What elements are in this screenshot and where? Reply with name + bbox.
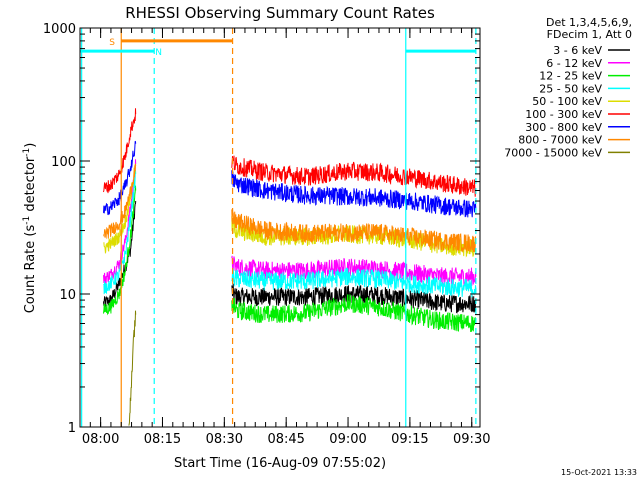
y-axis: 1 10 100 1000 xyxy=(43,22,480,436)
legend-label-4: 50 - 100 keV xyxy=(532,95,602,108)
series-line-2-segment-1 xyxy=(103,185,137,316)
y-tick-label-3: 1000 xyxy=(43,22,76,37)
legend-label-2: 12 - 25 keV xyxy=(539,70,602,83)
x-tick-label-4: 09:00 xyxy=(329,432,366,447)
series-line-8-segment-1 xyxy=(128,310,137,426)
series-line-3-segment-2 xyxy=(231,267,477,298)
x-tick-label-0: 08:00 xyxy=(82,432,119,447)
series-line-7-segment-2 xyxy=(231,209,477,253)
legend: Det 1,3,4,5,6,9, FDecim 1, Att 0 3 - 6 k… xyxy=(504,16,632,159)
plot-area: SN xyxy=(80,28,477,427)
series-line-2-segment-2 xyxy=(231,294,477,333)
x-tick-label-1: 08:15 xyxy=(144,432,181,447)
y-axis-label: Count Rate (s-1 detector-1) xyxy=(22,143,38,314)
series-line-5-segment-1 xyxy=(103,108,137,194)
legend-label-8: 7000 - 15000 keV xyxy=(504,146,602,159)
y-tick-label-0: 1 xyxy=(68,421,76,436)
chart-title: RHESSI Observing Summary Count Rates xyxy=(125,4,435,22)
x-tick-label-5: 09:15 xyxy=(391,432,428,447)
x-tick-label-3: 08:45 xyxy=(267,432,304,447)
series-line-7-segment-1 xyxy=(103,163,137,240)
flag-label-N: N xyxy=(155,48,162,58)
y-tick-label-1: 10 xyxy=(59,288,76,303)
timestamp: 15-Oct-2021 13:33 xyxy=(561,468,637,477)
series-line-3-segment-1 xyxy=(103,170,137,295)
legend-label-0: 3 - 6 keV xyxy=(553,44,602,57)
series-line-5-segment-2 xyxy=(231,155,477,197)
flag-label-S: S xyxy=(109,38,115,48)
y-tick-label-2: 100 xyxy=(51,155,76,170)
x-axis: 08:00 08:15 08:30 08:45 09:00 09:15 09:30 xyxy=(79,28,490,447)
series-line-6-segment-1 xyxy=(103,140,137,216)
plot-frame xyxy=(79,27,481,428)
legend-label-7: 800 - 7000 keV xyxy=(518,134,602,147)
legend-label-5: 100 - 300 keV xyxy=(525,108,602,121)
legend-header-line-1: Det 1,3,4,5,6,9, xyxy=(546,16,632,29)
series-line-4-segment-1 xyxy=(103,163,137,254)
series-line-0-segment-2 xyxy=(231,283,477,314)
legend-label-3: 25 - 50 keV xyxy=(539,82,602,95)
x-tick-label-2: 08:30 xyxy=(206,432,243,447)
legend-label-1: 6 - 12 keV xyxy=(546,57,602,70)
legend-label-6: 300 - 800 keV xyxy=(525,121,602,134)
legend-header-line-2: FDecim 1, Att 0 xyxy=(547,28,632,41)
x-tick-label-6: 09:30 xyxy=(453,432,490,447)
x-axis-label: Start Time (16-Aug-09 07:55:02) xyxy=(174,456,386,471)
series-line-6-segment-2 xyxy=(231,170,477,218)
series-line-1-segment-2 xyxy=(231,255,477,287)
